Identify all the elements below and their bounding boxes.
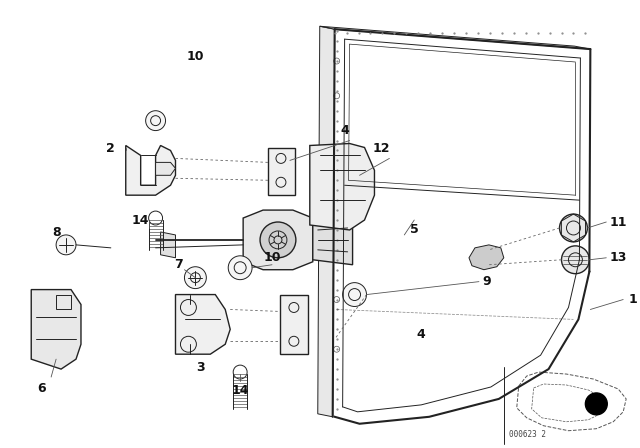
Text: 10: 10 — [187, 50, 204, 63]
Circle shape — [184, 267, 206, 289]
Polygon shape — [156, 162, 175, 175]
Polygon shape — [175, 294, 230, 354]
Text: 12: 12 — [372, 142, 390, 155]
Text: 11: 11 — [609, 215, 627, 228]
Text: 3: 3 — [196, 361, 205, 374]
Polygon shape — [161, 232, 175, 258]
Text: 13: 13 — [609, 251, 627, 264]
Text: 8: 8 — [52, 226, 60, 239]
Polygon shape — [469, 245, 504, 270]
Circle shape — [56, 235, 76, 255]
Polygon shape — [313, 215, 353, 265]
Text: 5: 5 — [410, 224, 419, 237]
Text: 4: 4 — [340, 124, 349, 137]
Polygon shape — [318, 26, 335, 417]
Circle shape — [146, 111, 166, 130]
Circle shape — [342, 283, 367, 306]
Polygon shape — [280, 294, 308, 354]
Polygon shape — [125, 146, 175, 195]
Text: 9: 9 — [483, 275, 492, 288]
Text: 1: 1 — [628, 293, 637, 306]
Polygon shape — [310, 143, 374, 230]
Circle shape — [561, 246, 589, 274]
Polygon shape — [31, 289, 81, 369]
Polygon shape — [243, 210, 313, 270]
Text: 10: 10 — [263, 251, 281, 264]
Circle shape — [559, 214, 588, 242]
Polygon shape — [268, 148, 295, 195]
Text: 000623 2: 000623 2 — [509, 430, 546, 439]
Circle shape — [586, 393, 607, 415]
Text: 7: 7 — [174, 258, 183, 271]
Text: 6: 6 — [37, 383, 45, 396]
Polygon shape — [320, 26, 590, 49]
Circle shape — [260, 222, 296, 258]
Text: 4: 4 — [417, 328, 426, 341]
Circle shape — [228, 256, 252, 280]
Text: 14: 14 — [232, 384, 249, 397]
Text: 14: 14 — [132, 214, 149, 227]
Text: 2: 2 — [106, 142, 115, 155]
